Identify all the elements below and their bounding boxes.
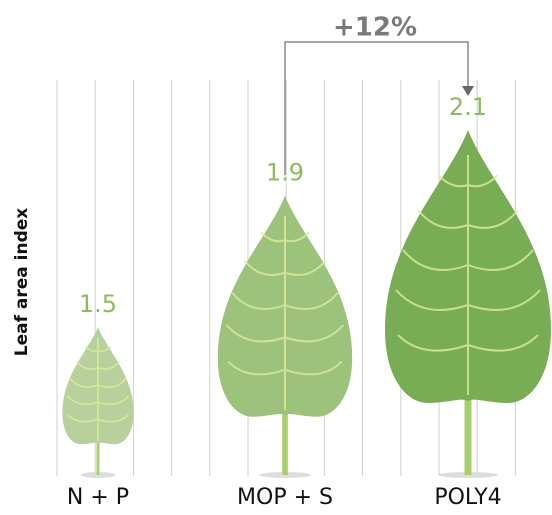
- leaf-veins: [225, 215, 345, 411]
- data-label: 1.9: [266, 159, 304, 187]
- leaf: [385, 130, 551, 475]
- data-label: 1.5: [79, 290, 117, 318]
- data-label: 2.1: [449, 93, 487, 121]
- leaf-veins: [66, 337, 130, 441]
- comparison-bracket: [284, 41, 469, 175]
- leaf-veins: [395, 155, 541, 395]
- x-tick-label: MOP + S: [237, 485, 333, 510]
- arrow-head: [462, 86, 474, 96]
- x-tick-label: POLY4: [434, 485, 501, 510]
- x-tick-label: N + P: [67, 485, 129, 510]
- y-axis-label: Leaf area index: [12, 208, 32, 357]
- leaf: [62, 327, 134, 475]
- leaf: [217, 195, 353, 475]
- annotation: +12%: [333, 13, 417, 43]
